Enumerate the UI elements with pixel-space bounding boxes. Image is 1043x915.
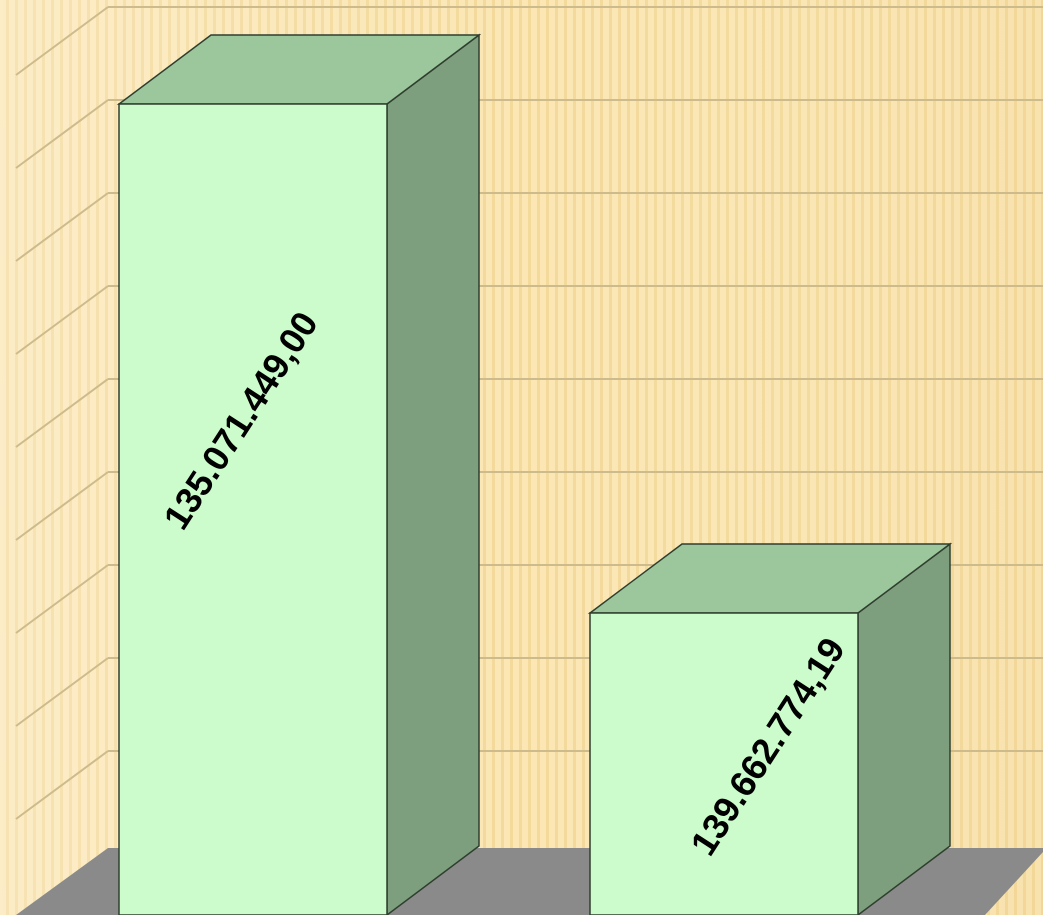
gridline-side bbox=[15, 378, 109, 448]
gridline-side bbox=[15, 564, 109, 634]
bar bbox=[118, 103, 388, 915]
gridline-side bbox=[15, 192, 109, 262]
bar-side-face bbox=[386, 33, 480, 915]
gridline-side bbox=[15, 285, 109, 355]
gridline-side bbox=[15, 471, 109, 541]
gridline-side bbox=[15, 657, 109, 727]
gridline-side bbox=[15, 6, 109, 76]
gridline-side bbox=[15, 99, 109, 169]
bar-series bbox=[116, 33, 953, 915]
bar bbox=[589, 612, 859, 915]
gridline-side bbox=[15, 750, 109, 820]
